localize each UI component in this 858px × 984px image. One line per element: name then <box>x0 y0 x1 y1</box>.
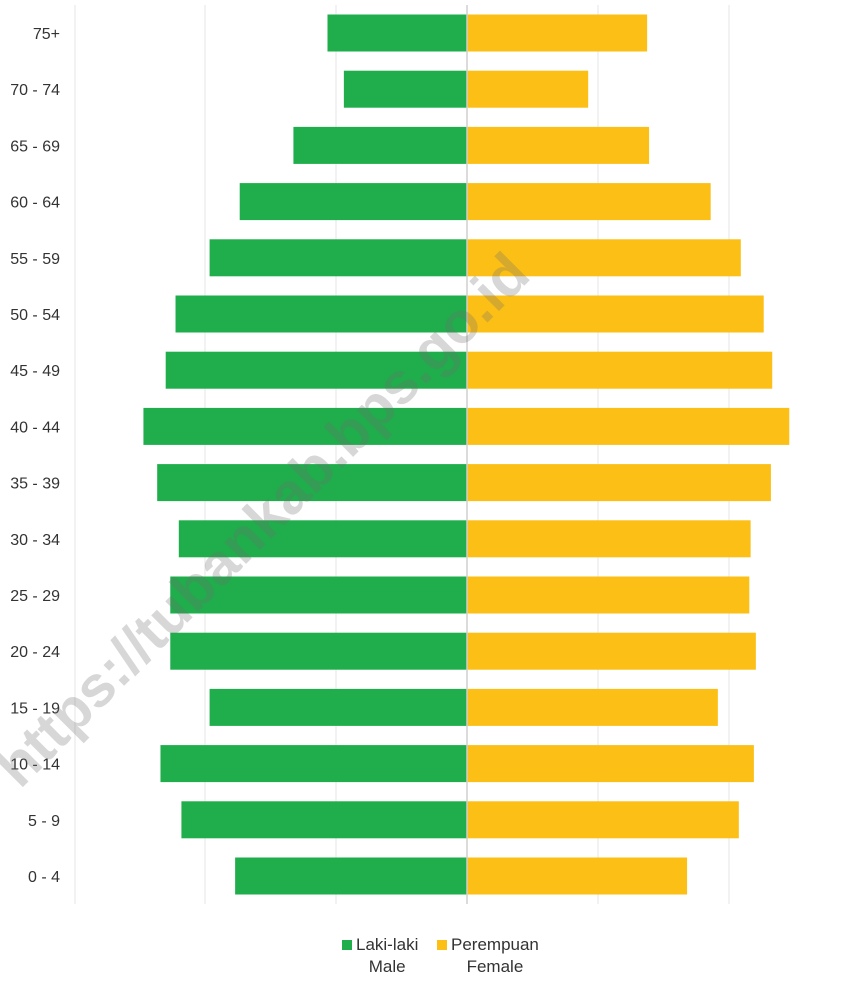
bar-male <box>343 70 467 108</box>
bar-male <box>235 857 467 895</box>
bar-female <box>467 126 650 164</box>
age-group-label: 30 - 34 <box>10 532 60 549</box>
bar-female <box>467 464 771 502</box>
bar-male <box>170 576 467 614</box>
bar-male <box>143 407 467 445</box>
legend-swatch-male <box>342 940 352 950</box>
bar-female <box>467 801 739 839</box>
chart-legend: Laki-laki Male Perempuan Female <box>0 934 858 984</box>
legend-item-male: Laki-laki Male <box>342 934 418 978</box>
bar-female <box>467 70 589 108</box>
bar-female <box>467 407 790 445</box>
legend-item-female: Perempuan Female <box>437 934 539 978</box>
bar-female <box>467 239 741 277</box>
bar-female <box>467 351 773 389</box>
age-group-label: 0 - 4 <box>28 869 60 886</box>
age-group-label: 15 - 19 <box>10 700 60 717</box>
bar-male <box>209 688 467 726</box>
bar-female <box>467 576 750 614</box>
legend-label-male: Laki-laki Male <box>356 934 418 978</box>
age-group-label: 50 - 54 <box>10 307 60 324</box>
age-group-label: 25 - 29 <box>10 588 60 605</box>
legend-swatch-female <box>437 940 447 950</box>
age-group-label: 60 - 64 <box>10 195 60 212</box>
bar-male <box>178 520 468 558</box>
age-group-label: 75+ <box>33 26 60 43</box>
legend-female-label-en: Female <box>466 957 524 976</box>
bar-female <box>467 745 754 783</box>
age-group-label: 5 - 9 <box>28 813 60 830</box>
bar-male <box>181 801 468 839</box>
age-group-label: 55 - 59 <box>10 251 60 268</box>
age-group-label: 65 - 69 <box>10 138 60 155</box>
bar-male <box>165 351 467 389</box>
bar-male <box>170 632 467 670</box>
age-group-label: 10 - 14 <box>10 757 60 774</box>
bar-male <box>175 295 467 333</box>
bar-male <box>209 239 467 277</box>
bar-female <box>467 183 711 221</box>
chart-plot-area: 75+ 70 - 74 65 - 69 60 - 64 55 - 59 50 - 54 45… <box>10 5 790 904</box>
bar-male <box>239 183 467 221</box>
bar-female <box>467 857 688 895</box>
bar-female <box>467 14 648 52</box>
age-group-label: 40 - 44 <box>10 419 60 436</box>
bar-female <box>467 632 756 670</box>
age-group-label: 35 - 39 <box>10 476 60 493</box>
legend-label-female: Perempuan Female <box>451 934 539 978</box>
age-group-label: 70 - 74 <box>10 82 60 99</box>
bar-male <box>157 464 467 502</box>
bar-female <box>467 295 764 333</box>
bar-female <box>467 688 718 726</box>
legend-male-label-id: Laki-laki <box>356 935 419 954</box>
age-group-label: 45 - 49 <box>10 363 60 380</box>
legend-male-label-en: Male <box>368 957 406 976</box>
age-group-label: 20 - 24 <box>10 644 60 661</box>
bar-male <box>327 14 467 52</box>
bar-male <box>160 745 467 783</box>
bar-female <box>467 520 751 558</box>
legend-female-label-id: Perempuan <box>451 935 539 954</box>
bar-male <box>293 126 467 164</box>
